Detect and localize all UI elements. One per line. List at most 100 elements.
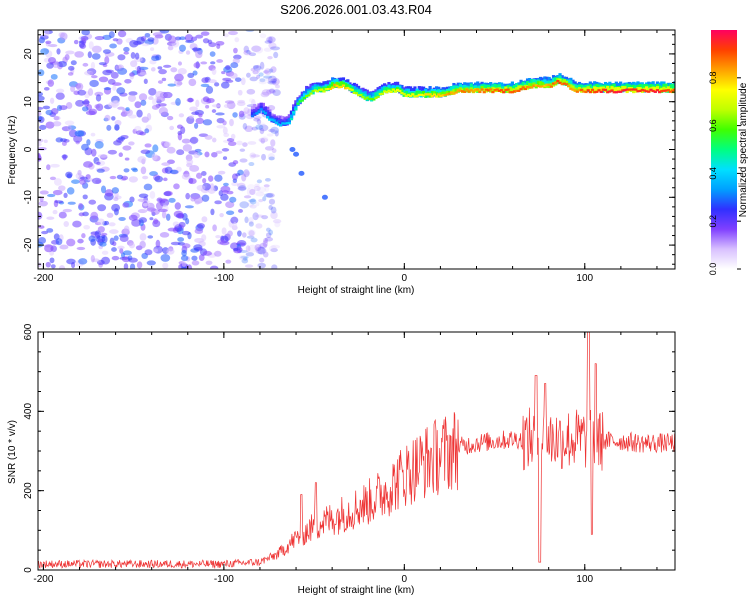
noise-speckle (189, 106, 198, 112)
snr-plot-area (38, 332, 675, 570)
ridge-cell (274, 121, 278, 124)
noise-speckle (185, 50, 191, 55)
ridge-cell (333, 83, 337, 86)
noise-speckle (252, 70, 259, 75)
noise-speckle (263, 75, 273, 79)
noise-speckle (44, 30, 50, 37)
noise-speckle (96, 161, 101, 165)
noise-speckle (70, 60, 77, 66)
noise-speckle (255, 191, 265, 197)
noise-speckle (266, 36, 276, 43)
noise-speckle (166, 248, 175, 255)
noise-speckle (176, 149, 185, 156)
noise-speckle (75, 83, 82, 89)
ridge-cell (367, 95, 372, 100)
noise-speckle (261, 89, 272, 96)
noise-speckle (234, 77, 242, 82)
ridge-cell (619, 87, 623, 93)
noise-speckle (46, 228, 54, 233)
noise-speckle (167, 83, 176, 87)
ridge-cell (504, 86, 508, 91)
ridge-cell (315, 90, 320, 93)
noise-speckle (222, 126, 228, 135)
ridge-cell (517, 89, 521, 92)
noise-speckle (130, 60, 138, 68)
ridge-cell (638, 87, 642, 92)
ridge-cell (660, 89, 664, 93)
noise-speckle (99, 241, 107, 247)
noise-speckle (106, 212, 114, 218)
ridge-cell (512, 90, 517, 93)
ridge-cell (586, 89, 590, 92)
noise-speckle (52, 121, 62, 127)
noise-speckle (137, 198, 147, 202)
ridge-cell (289, 110, 294, 118)
noise-speckle (221, 148, 230, 152)
ridge-cell (348, 84, 352, 90)
ridge-cell (567, 79, 571, 87)
ridge-cell (452, 85, 456, 92)
noise-speckle (185, 40, 195, 44)
noise-speckle (255, 246, 265, 255)
noise-speckle (221, 71, 226, 75)
ridge-cell (460, 90, 465, 93)
ridge-cell (580, 88, 584, 91)
noise-speckle (211, 151, 218, 158)
noise-speckle (249, 152, 256, 159)
noise-speckle (271, 148, 277, 154)
noise-speckle (260, 91, 270, 98)
ridge-cell (250, 112, 255, 117)
ridge-cell (370, 97, 374, 101)
ridge-cell (424, 93, 428, 96)
noise-speckle (43, 244, 53, 248)
noise-speckle (247, 184, 255, 190)
ridge-cell (318, 88, 322, 92)
noise-speckle (123, 51, 129, 55)
noise-speckle (239, 158, 248, 163)
noise-speckle (141, 43, 150, 47)
ridge-cell (653, 90, 657, 93)
noise-speckle (63, 192, 68, 198)
ridge-cell (502, 88, 506, 94)
ridge-cell (370, 92, 374, 99)
ridge-cell (562, 82, 566, 85)
noise-speckle (50, 264, 56, 269)
ridge-cell (422, 94, 426, 97)
ridge-cell (411, 93, 415, 96)
ridge-cell (279, 124, 283, 127)
noise-speckle (64, 120, 75, 126)
ridge-cell (400, 92, 404, 95)
ridge-cell (508, 86, 512, 92)
ridge-cell (404, 94, 408, 97)
noise-speckle (245, 252, 255, 257)
ridge-cell (655, 89, 660, 92)
noise-speckle (63, 220, 69, 227)
noise-speckle (100, 185, 107, 194)
noise-speckle (246, 72, 251, 78)
noise-speckle (263, 70, 270, 74)
noise-speckle (157, 80, 163, 84)
noise-speckle (253, 185, 261, 192)
ridge-cell (642, 89, 647, 92)
ridge-cell (309, 90, 313, 95)
noise-speckle (158, 107, 169, 116)
noise-speckle (81, 233, 86, 239)
ridge-cell (354, 92, 359, 95)
noise-speckle (214, 250, 222, 257)
ridge-cell (292, 106, 296, 114)
noise-speckle (147, 235, 154, 239)
noise-speckle (258, 72, 264, 77)
noise-speckle (176, 81, 183, 86)
noise-speckle (122, 202, 130, 208)
ridge-cell (469, 89, 473, 92)
noise-speckle (194, 200, 201, 205)
noise-speckle (38, 138, 44, 143)
noise-speckle (223, 182, 229, 187)
ridge-cell (311, 89, 315, 93)
ridge-cell (480, 88, 484, 91)
noise-speckle (216, 125, 226, 129)
noise-speckle (274, 221, 281, 228)
ridge-cell (465, 88, 469, 91)
noise-speckle (140, 149, 151, 154)
ridge-cell (571, 85, 575, 90)
